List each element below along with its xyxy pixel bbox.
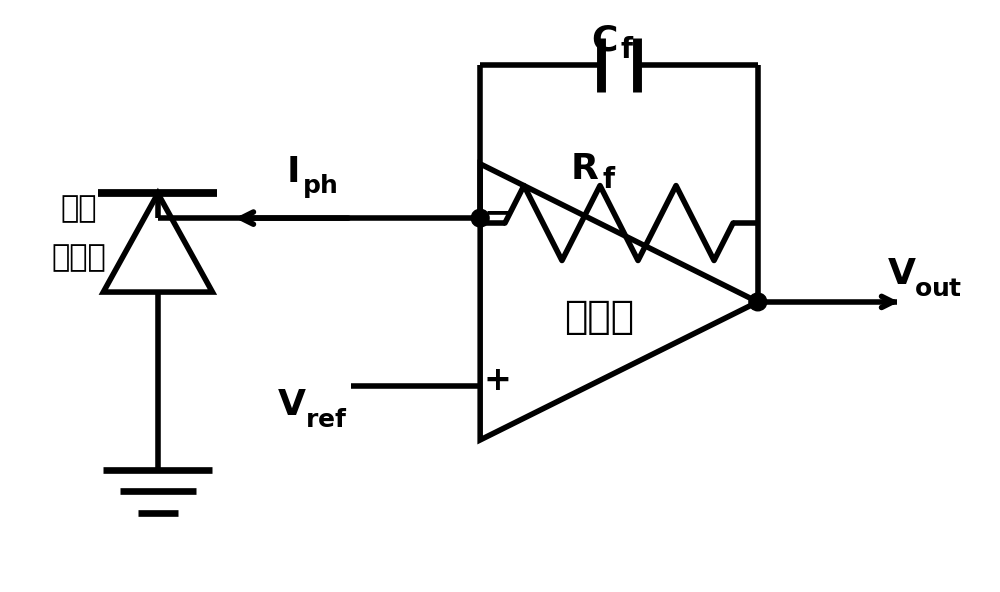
Text: +: + [483,364,511,397]
Text: $\mathbf{out}$: $\mathbf{out}$ [914,277,962,301]
Text: $\mathbf{V}$: $\mathbf{V}$ [277,388,307,423]
Text: $\mathbf{f}$: $\mathbf{f}$ [602,167,616,194]
Text: $\mathbf{I}$: $\mathbf{I}$ [286,155,298,189]
Text: $\mathbf{ref}$: $\mathbf{ref}$ [305,408,348,432]
Text: 放大器: 放大器 [564,298,634,336]
Text: 二极管: 二极管 [51,243,106,272]
Text: $\mathbf{ph}$: $\mathbf{ph}$ [302,172,337,200]
Circle shape [749,293,767,311]
Text: $\mathbf{C}$: $\mathbf{C}$ [591,24,617,57]
Text: $\mathbf{R}$: $\mathbf{R}$ [570,152,599,186]
Text: −: − [483,197,511,230]
Text: 光敏: 光敏 [60,194,97,223]
Circle shape [471,209,489,227]
Text: $\mathbf{f}$: $\mathbf{f}$ [620,37,634,64]
Text: $\mathbf{V}$: $\mathbf{V}$ [887,258,917,291]
